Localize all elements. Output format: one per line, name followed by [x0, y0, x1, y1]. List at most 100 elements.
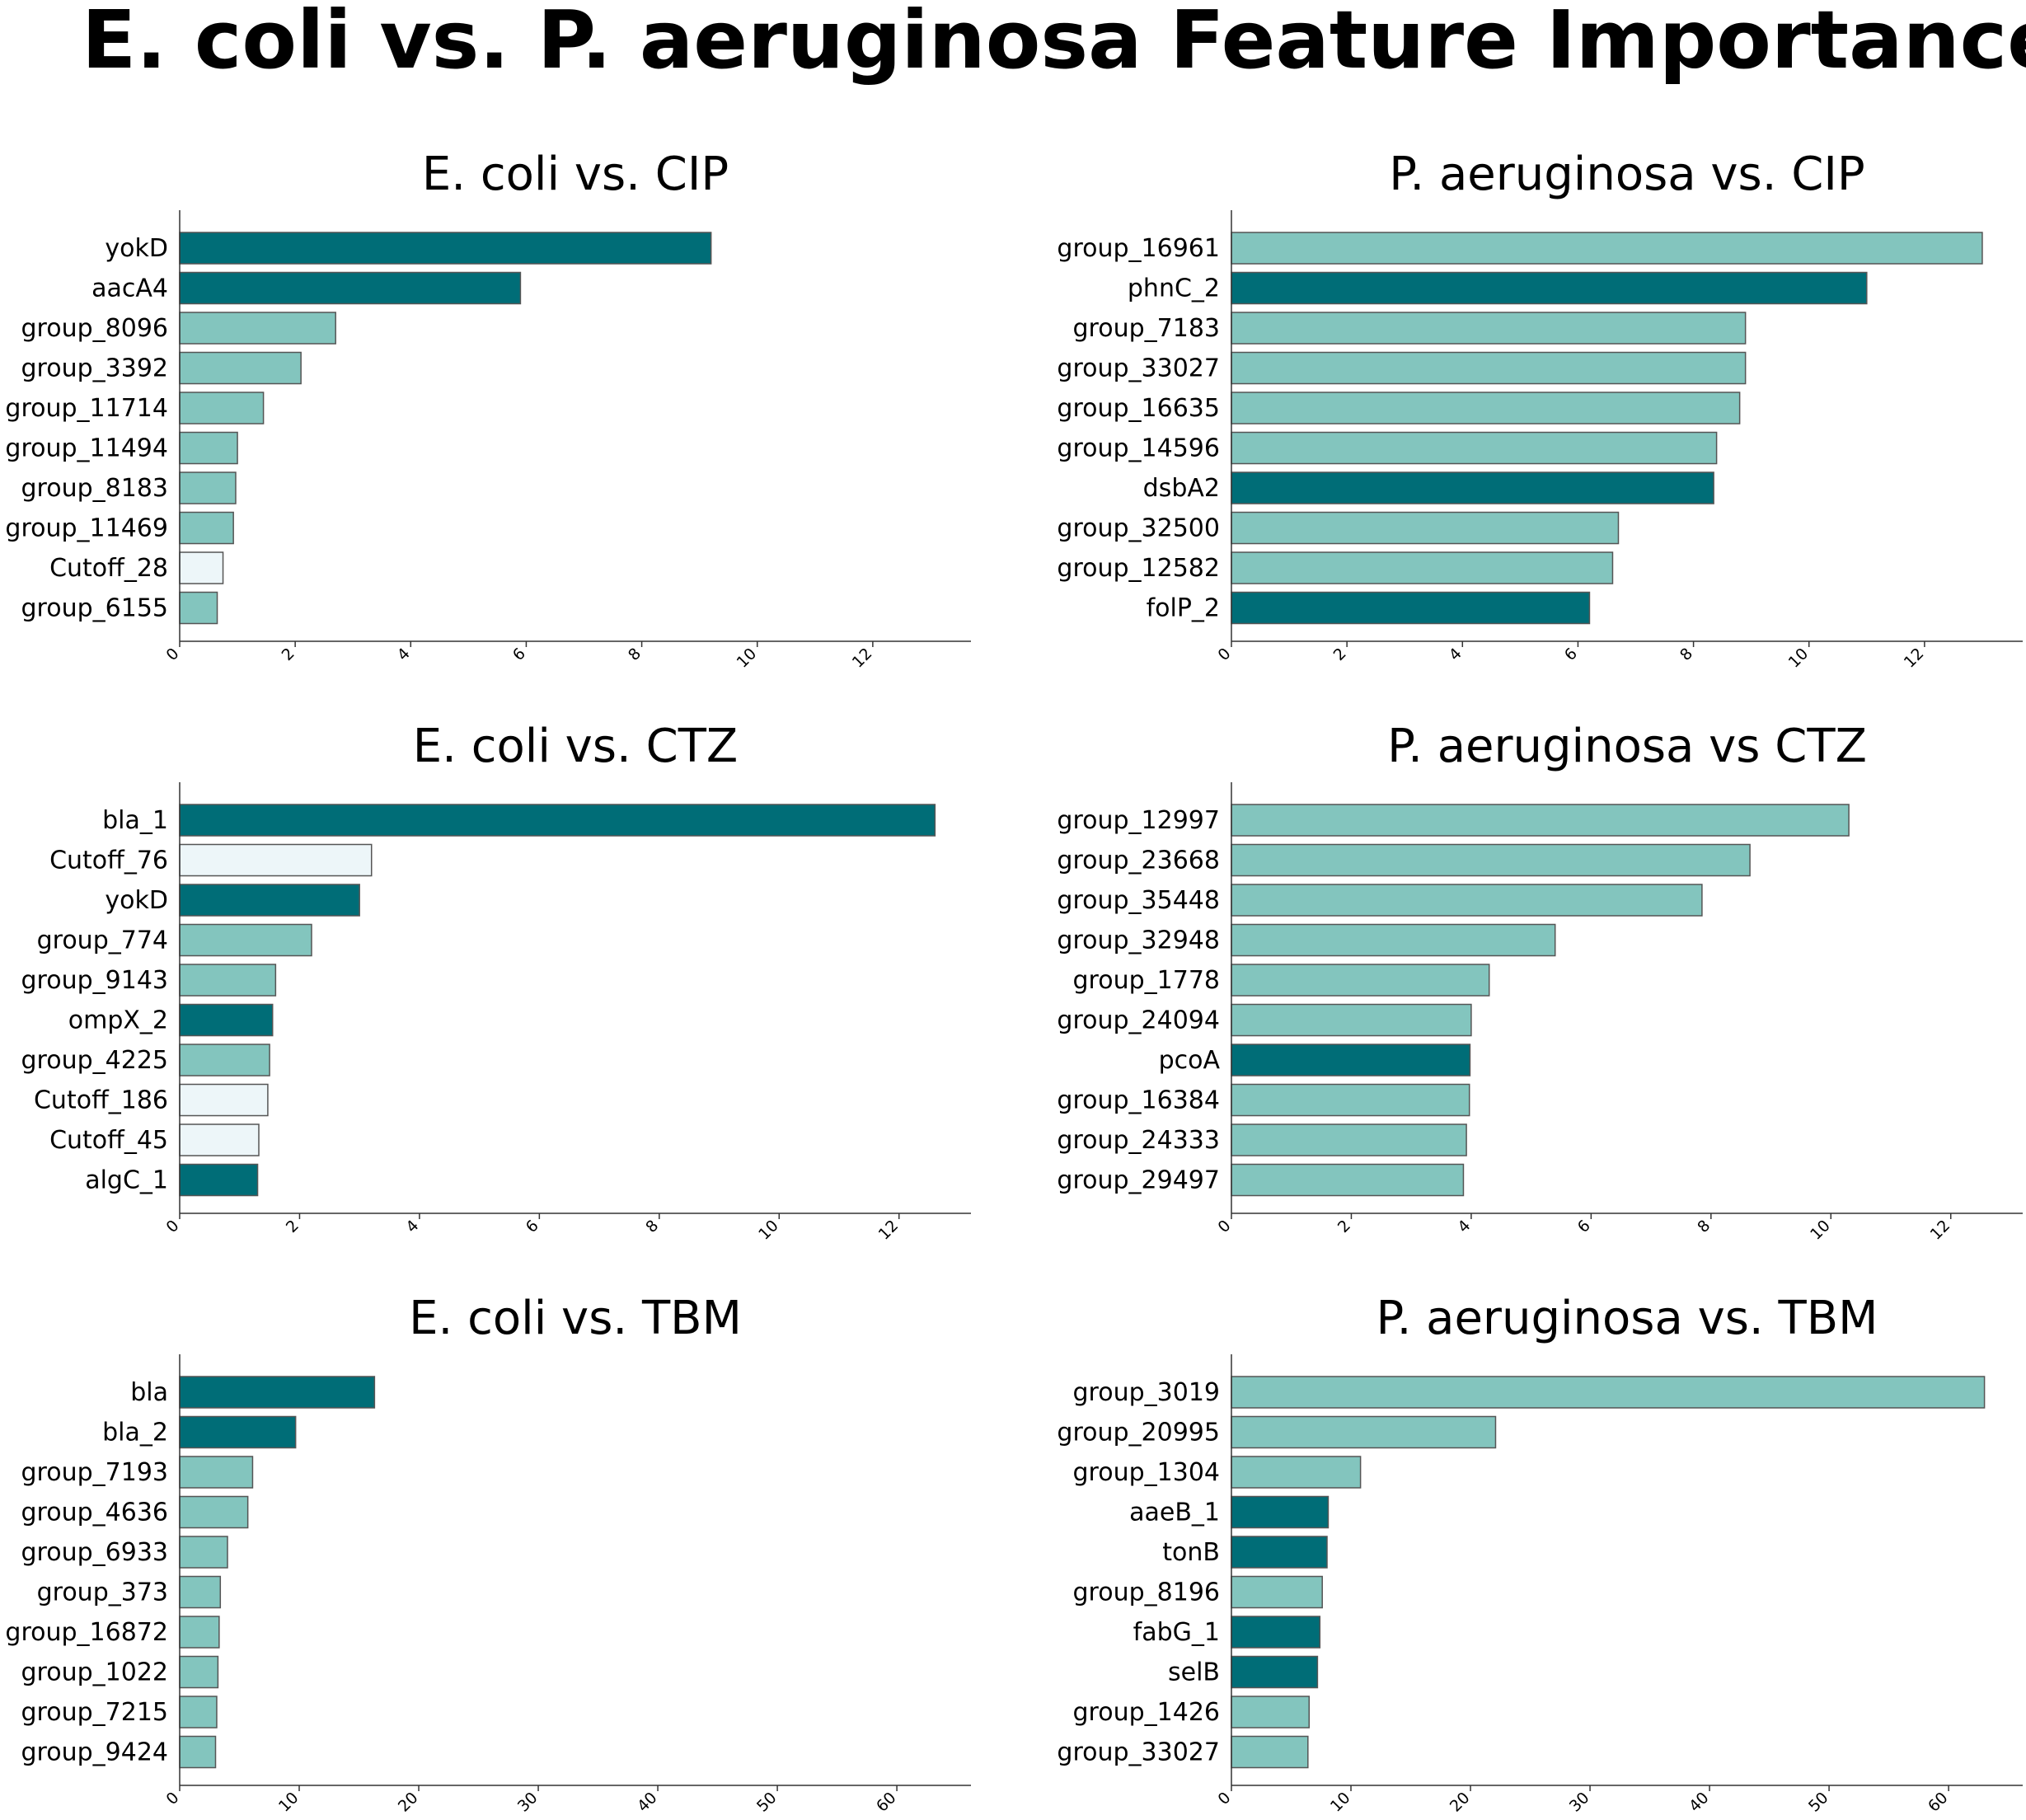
bar: [179, 804, 936, 837]
category-label: group_33027: [1057, 1738, 1220, 1767]
bar: [179, 1696, 218, 1729]
category-label: bla: [130, 1378, 168, 1407]
category-label: group_8196: [1073, 1578, 1220, 1607]
bar: [1231, 843, 1751, 877]
x-tick-label: 20: [395, 1789, 422, 1816]
category-label: yokD: [105, 234, 168, 263]
category-label: Cutoff_76: [49, 847, 168, 875]
x-tick-label: 50: [1805, 1789, 1832, 1816]
bar: [179, 1123, 260, 1156]
x-tick-label: 10: [1785, 645, 1813, 672]
x-tick-label: 2: [283, 1217, 302, 1236]
category-label: group_24094: [1057, 1006, 1220, 1035]
x-tick-label: 40: [1686, 1789, 1713, 1816]
category-label: group_9143: [21, 966, 168, 995]
bar: [1231, 1536, 1328, 1569]
bar: [179, 964, 277, 997]
x-tick-label: 2: [1330, 645, 1350, 664]
category-label: group_33027: [1057, 354, 1220, 383]
bar: [179, 591, 218, 625]
category-label: group_3019: [1073, 1378, 1220, 1407]
chart-title: E. coli vs. CIP: [422, 148, 729, 201]
bar: [179, 312, 336, 345]
category-label: group_1022: [21, 1658, 168, 1687]
category-label: group_8183: [21, 474, 168, 503]
bar: [179, 431, 238, 465]
category-label: aacA4: [91, 274, 168, 303]
category-label: Cutoff_45: [49, 1126, 168, 1155]
x-tick-label: 0: [1214, 645, 1234, 664]
category-label: group_35448: [1057, 886, 1220, 915]
x-tick-label: 10: [1807, 1217, 1834, 1244]
bar: [1231, 1415, 1497, 1449]
bar: [179, 351, 302, 385]
category-label: group_12582: [1057, 554, 1220, 583]
category-label: selB: [1168, 1658, 1220, 1687]
chart-panel-1: E. coli vs. CIP yokD aacA4 group_8096 group_…: [5, 148, 971, 672]
category-label: phnC_2: [1128, 274, 1220, 303]
x-tick-label: 12: [875, 1217, 903, 1244]
category-label: group_20995: [1057, 1419, 1220, 1447]
chart-title: P. aeruginosa vs. TBM: [1376, 1292, 1878, 1345]
x-tick-label: 4: [394, 645, 414, 664]
chart-title: P. aeruginosa vs. CIP: [1389, 148, 1864, 201]
category-label: bla_1: [102, 806, 168, 835]
x-tick-label: 12: [1901, 645, 1928, 672]
x-tick-label: 6: [1574, 1217, 1594, 1236]
bar: [179, 1456, 254, 1489]
x-tick-label: 10: [755, 1217, 782, 1244]
x-tick-label: 12: [1927, 1217, 1954, 1244]
chart-title: P. aeruginosa vs CTZ: [1387, 720, 1867, 773]
bar: [179, 1575, 222, 1609]
x-tick-label: 0: [162, 1217, 182, 1236]
bar: [1231, 1575, 1323, 1609]
x-tick-label: 50: [753, 1789, 781, 1816]
category-label: group_23668: [1057, 847, 1220, 875]
x-tick-label: 0: [1214, 1789, 1234, 1808]
bar: [179, 1495, 249, 1529]
x-tick-label: 10: [1327, 1789, 1354, 1816]
chart-panel-3: E. coli vs. CTZ bla_1 Cutoff_76 yokD group_7…: [21, 720, 971, 1244]
bar: [179, 392, 265, 425]
bar: [179, 1536, 228, 1569]
category-label: group_11494: [5, 434, 168, 463]
x-tick-label: 4: [1446, 645, 1466, 664]
bar: [179, 1655, 219, 1689]
category-label: Cutoff_186: [34, 1086, 168, 1115]
x-tick-label: 0: [162, 1789, 182, 1808]
category-label: Cutoff_28: [49, 554, 168, 583]
bar: [1231, 1003, 1472, 1037]
bar: [179, 551, 224, 584]
bar: [1231, 1456, 1362, 1489]
bar: [1231, 551, 1614, 584]
x-tick-label: 4: [402, 1217, 422, 1236]
category-label: group_29497: [1057, 1166, 1220, 1195]
category-label: group_1778: [1073, 966, 1220, 995]
category-label: folP_2: [1147, 594, 1220, 623]
category-label: ompX_2: [68, 1006, 168, 1035]
bar: [179, 1415, 297, 1449]
x-tick-label: 6: [1561, 645, 1581, 664]
category-label: group_32948: [1057, 926, 1220, 955]
bar: [1231, 232, 1983, 265]
x-tick-label: 0: [162, 645, 182, 664]
x-tick-label: 10: [734, 645, 761, 672]
category-label: aaeB_1: [1129, 1499, 1220, 1527]
category-label: group_6155: [21, 594, 168, 623]
category-label: fabG_1: [1133, 1618, 1220, 1647]
bar: [1231, 511, 1620, 545]
bar: [1231, 312, 1747, 345]
category-label: group_16872: [5, 1618, 168, 1647]
category-label: group_1304: [1073, 1458, 1220, 1487]
bar: [1231, 431, 1718, 465]
bar: [179, 1163, 259, 1197]
bar: [1231, 351, 1747, 385]
bar: [179, 1616, 220, 1649]
category-label: group_3392: [21, 354, 168, 383]
x-tick-label: 20: [1447, 1789, 1474, 1816]
category-label: group_32500: [1057, 514, 1220, 543]
figure-title: E. coli vs. P. aeruginosa Feature Import…: [82, 0, 2026, 87]
bar: [1231, 591, 1591, 625]
bar: [1231, 471, 1714, 504]
